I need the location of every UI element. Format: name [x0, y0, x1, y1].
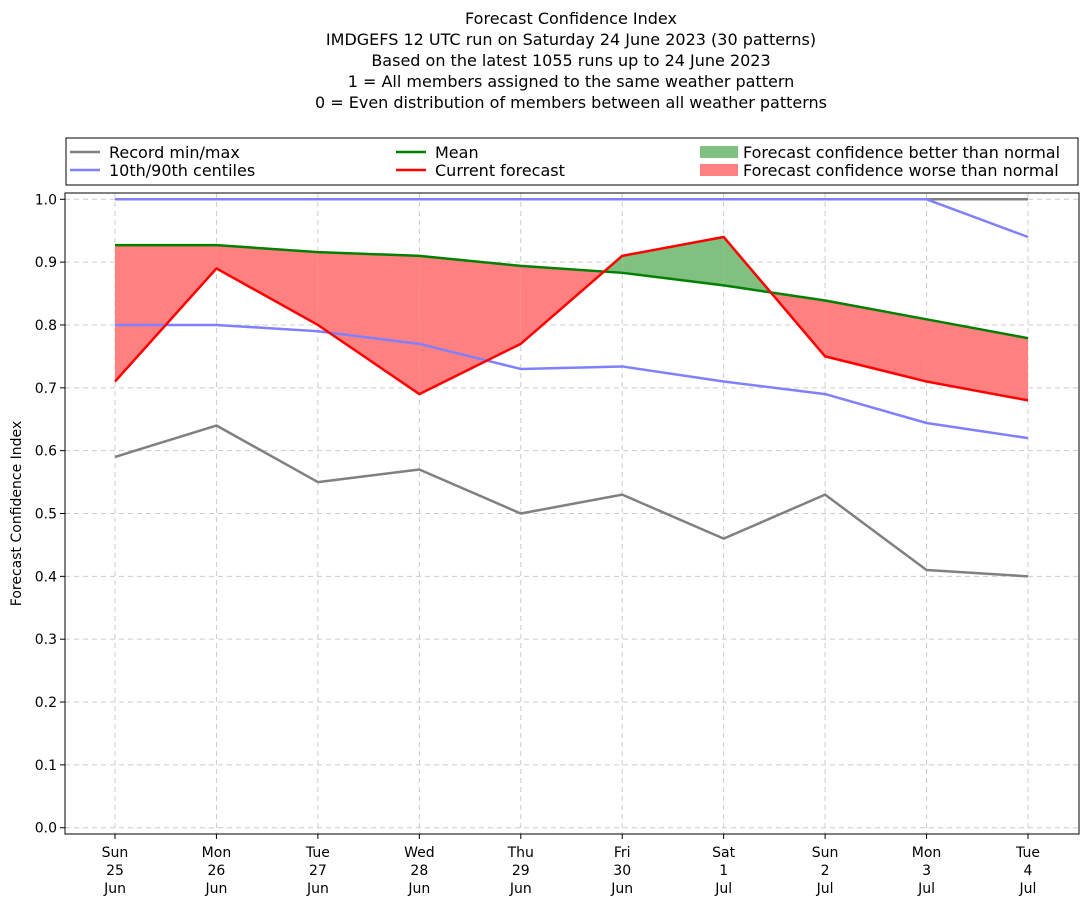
x-tick-label: Mon: [202, 845, 232, 861]
y-tick-label: 0.5: [35, 507, 57, 523]
fill-worse-than-normal: [216, 245, 318, 325]
chart-title-line: IMDGEFS 12 UTC run on Saturday 24 June 2…: [326, 30, 816, 49]
series-line-record-min: [114, 424, 1029, 578]
x-tick-label: Jul: [1019, 881, 1037, 897]
x-tick-label: Sun: [812, 845, 839, 861]
x-tick-label: Thu: [507, 845, 534, 861]
legend-label: Forecast confidence better than normal: [743, 143, 1060, 162]
y-axis: 0.0 0.1 0.2 0.3 0.4 0.5 0.6 0.7 0.8 0.9 1.0: [35, 192, 65, 837]
x-tick-label: 27: [309, 863, 327, 879]
x-tick-label: Jun: [306, 881, 329, 897]
x-tick-label: Sun: [102, 845, 129, 861]
series-line-p10: [115, 323, 1029, 440]
legend-label: Forecast confidence worse than normal: [743, 161, 1059, 180]
x-tick-label: 30: [613, 863, 631, 879]
fill-worse-than-normal: [115, 245, 217, 382]
x-tick-label: Fri: [614, 845, 631, 861]
legend-label: 10th/90th centiles: [109, 161, 255, 180]
x-tick-label: 2: [821, 863, 830, 879]
x-tick-label: Jun: [205, 881, 228, 897]
y-tick-label: 1.0: [35, 192, 57, 208]
confidence-fill: [115, 236, 1028, 401]
x-tick-label: 29: [512, 863, 530, 879]
series-lines: [114, 198, 1029, 578]
legend-swatch-patch: [700, 164, 738, 176]
y-tick-label: 0.7: [35, 381, 57, 397]
chart-title-line: 0 = Even distribution of members between…: [315, 93, 827, 112]
grid: [65, 193, 1079, 834]
series-line-current: [114, 235, 1029, 402]
legend-label: Current forecast: [435, 161, 565, 180]
x-axis: Sun 25 Jun Mon 26 Jun Tue 27 Jun Wed 28 Jun Thu 29 Jun…: [102, 834, 1040, 897]
legend-label: Mean: [435, 143, 479, 162]
x-tick-label: Wed: [404, 845, 435, 861]
x-tick-label: 3: [922, 863, 931, 879]
x-tick-label: 28: [410, 863, 428, 879]
legend-box: [65, 137, 1079, 186]
y-tick-label: 0.0: [35, 821, 57, 837]
legend-swatch-patch: [700, 146, 738, 158]
x-tick-label: 4: [1024, 863, 1033, 879]
x-tick-label: Jun: [103, 881, 126, 897]
chart-title: Forecast Confidence Index IMDGEFS 12 UTC …: [315, 9, 827, 112]
fill-worse-than-normal: [317, 252, 420, 395]
series-line-mean: [115, 243, 1029, 340]
y-tick-label: 0.4: [35, 569, 57, 585]
x-tick-label: Jul: [816, 881, 834, 897]
x-tick-label: Tue: [305, 845, 330, 861]
x-tick-label: Tue: [1015, 845, 1040, 861]
y-tick-label: 0.8: [35, 318, 57, 334]
fill-worse-than-normal: [419, 255, 521, 395]
x-tick-label: Jul: [917, 881, 935, 897]
x-tick-label: Jun: [610, 881, 633, 897]
y-tick-label: 0.2: [35, 695, 57, 711]
x-tick-label: Jul: [714, 881, 732, 897]
fill-worse-than-normal: [926, 319, 1028, 401]
chart-title-line: Forecast Confidence Index: [465, 9, 677, 28]
series-line-p90: [115, 198, 1029, 239]
y-tick-label: 0.1: [35, 758, 57, 774]
legend-label: Record min/max: [109, 143, 240, 162]
fill-better-than-normal: [622, 236, 724, 286]
x-tick-label: Sat: [712, 845, 735, 861]
x-tick-label: Mon: [912, 845, 942, 861]
x-tick-label: 25: [106, 863, 124, 879]
x-tick-label: 1: [719, 863, 728, 879]
x-tick-label: Jun: [509, 881, 532, 897]
y-axis-label: Forecast Confidence Index: [9, 421, 25, 606]
x-tick-label: Jun: [407, 881, 430, 897]
y-tick-label: 0.9: [35, 255, 57, 271]
chart-title-line: Based on the latest 1055 runs up to 24 J…: [371, 51, 770, 70]
chart-title-line: 1 = All members assigned to the same wea…: [348, 72, 795, 91]
x-tick-label: 26: [208, 863, 226, 879]
y-tick-label: 0.3: [35, 632, 57, 648]
fill-worse-than-normal: [825, 300, 927, 382]
y-tick-label: 0.6: [35, 444, 57, 460]
